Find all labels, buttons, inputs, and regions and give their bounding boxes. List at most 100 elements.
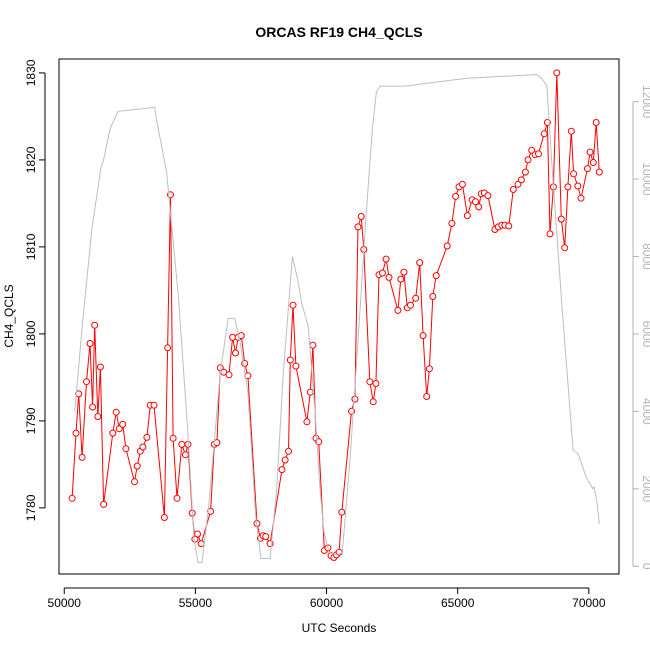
data-point <box>292 362 300 370</box>
data-point <box>378 269 386 277</box>
data-point <box>458 180 466 188</box>
data-point <box>394 306 402 314</box>
data-point <box>68 494 76 502</box>
data-point <box>289 301 297 309</box>
data-point <box>557 215 565 223</box>
data-point <box>505 222 513 230</box>
y2-tick-label: 6000 <box>640 321 650 348</box>
data-point <box>448 219 456 227</box>
y-tick-label: 1800 <box>24 320 38 347</box>
data-point <box>169 434 177 442</box>
data-point <box>119 420 127 428</box>
data-point <box>133 462 141 470</box>
data-point <box>225 371 233 379</box>
data-point <box>83 378 90 386</box>
data-point <box>285 447 292 455</box>
data-point <box>139 443 147 451</box>
data-point <box>589 159 597 166</box>
data-point <box>553 69 561 77</box>
data-point <box>429 293 437 300</box>
data-point <box>122 445 130 453</box>
axes-layer: 50000 55000 60000 65000 70000178017901800181… <box>24 59 650 610</box>
data-point <box>425 365 433 373</box>
data-point <box>369 398 377 406</box>
y2-tick-label: 12000 <box>640 85 650 119</box>
data-point <box>160 514 168 521</box>
data-point <box>351 395 359 403</box>
data-point <box>94 413 102 420</box>
data-point <box>517 176 525 184</box>
x-axis-label: UTC Seconds <box>302 621 377 635</box>
data-point <box>207 507 215 515</box>
data-point <box>194 530 201 538</box>
data-point <box>164 344 172 352</box>
x-tick-label: 50000 <box>48 596 82 610</box>
data-point <box>197 540 205 548</box>
y-axis-label: CH4_QCLS <box>2 284 16 347</box>
data-point <box>143 433 151 441</box>
data-point <box>423 393 431 400</box>
data-point <box>574 182 582 190</box>
data-point <box>109 429 117 437</box>
data-point <box>452 192 460 200</box>
data-point <box>89 403 97 411</box>
data-point <box>416 259 424 267</box>
y2-tick-label: 10000 <box>640 162 650 196</box>
data-point <box>338 508 346 516</box>
data-point <box>278 466 286 474</box>
data-point <box>96 363 104 371</box>
data-point <box>357 213 365 220</box>
data-point <box>112 408 120 416</box>
data-point <box>181 451 189 459</box>
y-tick-label: 1780 <box>24 494 38 521</box>
data-point <box>561 244 569 252</box>
data-point <box>592 119 600 126</box>
x-tick-label: 55000 <box>179 596 213 610</box>
x-tick-label: 70000 <box>572 596 606 610</box>
data-point <box>443 242 451 250</box>
data-point <box>281 456 289 464</box>
data-point <box>178 440 186 448</box>
y-tick-label: 1790 <box>24 407 38 434</box>
data-point <box>385 273 393 281</box>
x-tick-label: 65000 <box>441 596 475 610</box>
y2-tick-label: 2000 <box>640 475 650 502</box>
data-point <box>595 168 603 176</box>
data-point <box>412 294 420 302</box>
data-point <box>366 378 374 386</box>
data-point <box>524 156 532 164</box>
data-point <box>232 349 239 357</box>
data-point <box>91 321 99 329</box>
data-point <box>382 255 390 263</box>
data-point <box>173 494 181 502</box>
data-point <box>577 194 585 202</box>
data-point <box>584 165 591 173</box>
data-point <box>484 192 492 200</box>
data-point <box>397 275 405 283</box>
series-layer <box>68 69 603 563</box>
chart-title: ORCAS RF19 CH4_QCLS <box>255 24 422 40</box>
data-point <box>521 168 529 176</box>
y-tick-label: 1820 <box>24 146 38 173</box>
data-point <box>354 223 362 231</box>
y2-tick-label: 8000 <box>640 243 650 270</box>
data-point <box>546 230 554 238</box>
data-point <box>419 332 427 340</box>
altitude-line <box>74 73 600 563</box>
data-point <box>303 418 311 426</box>
data-point <box>475 203 483 211</box>
data-point <box>372 380 380 387</box>
plot-frame <box>58 58 620 575</box>
data-point <box>86 340 94 347</box>
data-point <box>309 341 317 349</box>
data-point <box>286 356 294 364</box>
y2-tick-label: 0 <box>640 563 650 570</box>
data-point <box>535 150 542 158</box>
data-point <box>472 198 479 206</box>
data-point <box>75 390 83 398</box>
data-point <box>540 130 548 138</box>
data-point <box>463 212 471 220</box>
data-point <box>400 268 408 276</box>
